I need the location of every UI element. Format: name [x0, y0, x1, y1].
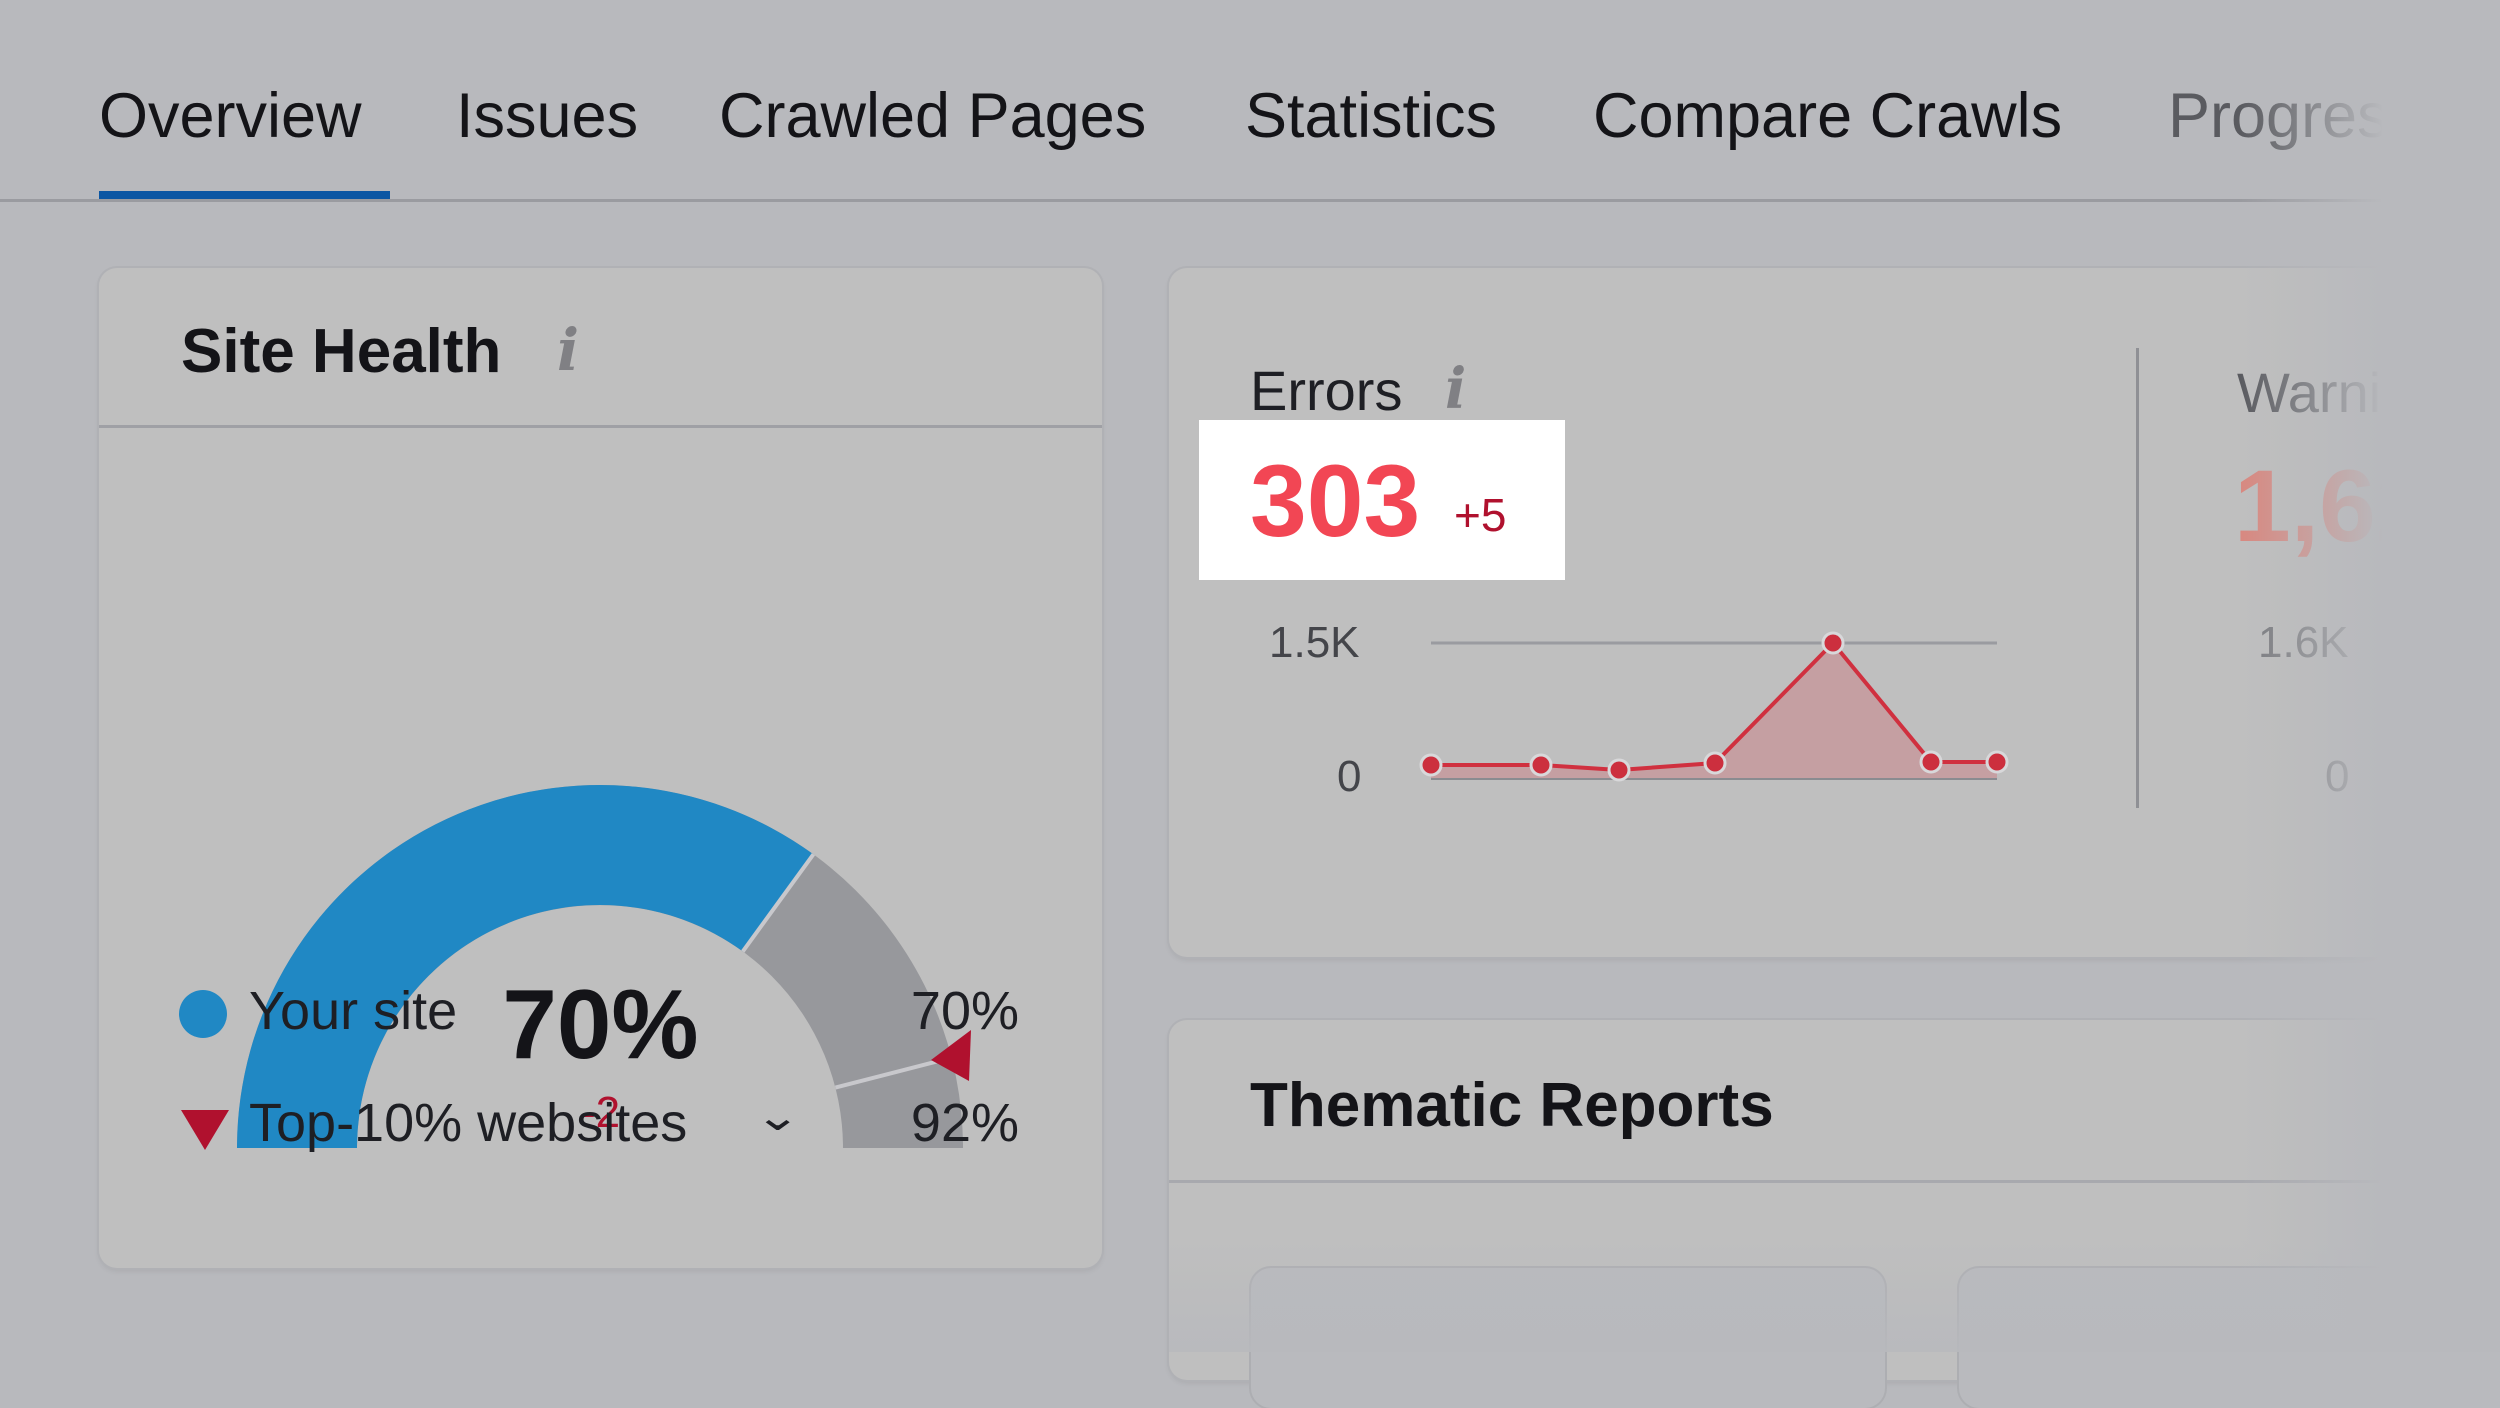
site-health-delta: -2	[580, 1088, 621, 1137]
errors-label: Errors	[1250, 359, 1403, 422]
card-header-divider	[99, 425, 1102, 428]
thematic-reports-card: Thematic Reports	[1169, 1020, 2500, 1408]
warnings-label: Warnings	[2237, 361, 2472, 424]
thematic-report-tile[interactable]	[1251, 1268, 1885, 1408]
legend-value: 92%	[910, 1093, 1019, 1153]
tab-issues[interactable]: Issues	[456, 81, 639, 151]
legend-label: Your site	[249, 981, 458, 1041]
errors-highlight	[1199, 420, 1565, 580]
errors-sparkline	[1419, 631, 2009, 782]
tab-statistics[interactable]: Statistics	[1245, 81, 1498, 151]
warnings-axis-max: 1.6K	[2258, 618, 2349, 667]
site-health-value: 70%	[502, 969, 699, 1079]
errors-axis-max: 1.5K	[1269, 618, 1360, 667]
site-health-title: Site Health	[181, 317, 502, 386]
info-icon[interactable]: i	[557, 316, 580, 384]
benchmark-marker-icon	[931, 1030, 971, 1081]
info-icon[interactable]: i	[1445, 356, 1467, 422]
thematic-report-tile[interactable]	[1959, 1268, 2500, 1408]
tab-crawled-pages[interactable]: Crawled Pages	[719, 81, 1147, 151]
tab-compare-crawls[interactable]: Compare Crawls	[1593, 81, 2063, 151]
tab-bar-divider	[0, 199, 2440, 202]
site-health-card: Site Health i 70% -2 Your site 70% Top-1…	[99, 268, 1102, 1268]
legend-your-site: Your site 70%	[179, 976, 1019, 1046]
thematic-reports-title: Thematic Reports	[1250, 1071, 1774, 1140]
card-header-divider	[1169, 1180, 2500, 1183]
errors-axis-min: 0	[1337, 752, 1362, 801]
warnings-axis-min: 0	[2325, 752, 2350, 801]
chevron-down-icon[interactable]: ⌄	[754, 1095, 802, 1139]
red-triangle-icon	[181, 1110, 229, 1150]
card-column-divider	[2136, 348, 2139, 808]
gauge-chart	[236, 784, 971, 1148]
benchmark-dropdown[interactable]: Top-10% websites	[249, 1093, 688, 1153]
site-health-gauge: 70% -2	[99, 428, 1102, 1188]
blue-dot-icon	[179, 990, 227, 1038]
legend-top-10-websites: Top-10% websites ⌄ 92%	[179, 1088, 1019, 1158]
active-tab-indicator	[99, 191, 390, 201]
errors-count[interactable]: 303	[1250, 444, 1421, 558]
tab-bar: Overview Issues Crawled Pages Statistics…	[0, 0, 2500, 202]
legend-value: 70%	[910, 981, 1019, 1041]
errors-delta: +5	[1454, 489, 1507, 541]
warnings-count[interactable]: 1,624	[2234, 449, 2490, 563]
tab-overview[interactable]: Overview	[99, 81, 362, 151]
tab-progress[interactable]: Progress	[2168, 81, 2421, 151]
errors-warnings-card: Errors i 303 +5 1.5K 0 Warnings 1,624 1.…	[1169, 268, 2500, 957]
